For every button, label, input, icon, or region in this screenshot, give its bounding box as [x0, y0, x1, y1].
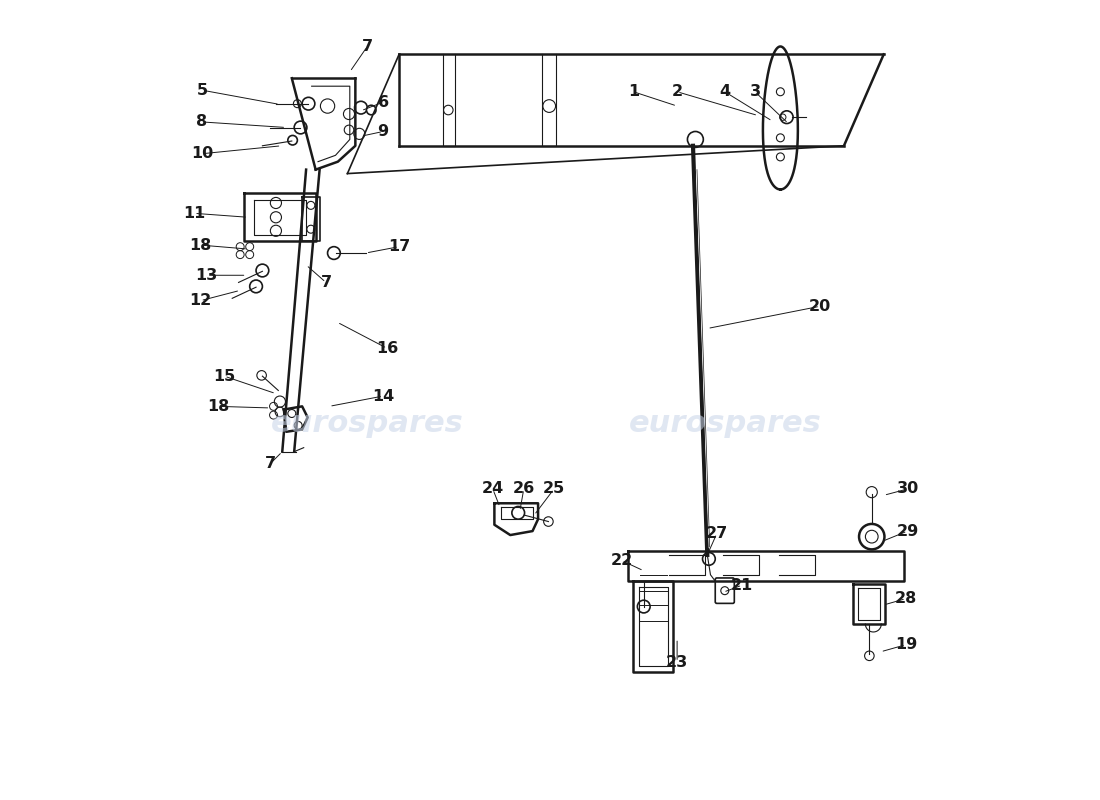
- Text: 23: 23: [666, 654, 689, 670]
- Text: 10: 10: [191, 146, 213, 162]
- Text: 11: 11: [183, 206, 206, 221]
- Text: 26: 26: [513, 482, 535, 497]
- Text: eurospares: eurospares: [628, 410, 822, 438]
- Text: 28: 28: [894, 591, 917, 606]
- Text: 9: 9: [377, 124, 388, 139]
- Text: 7: 7: [265, 456, 276, 471]
- Text: 16: 16: [376, 341, 398, 356]
- Circle shape: [250, 280, 263, 293]
- Text: eurospares: eurospares: [271, 410, 464, 438]
- Circle shape: [294, 121, 307, 134]
- Text: 15: 15: [213, 369, 235, 384]
- Text: 6: 6: [377, 94, 388, 110]
- Text: 7: 7: [320, 275, 331, 290]
- Circle shape: [688, 131, 703, 147]
- Circle shape: [703, 553, 715, 566]
- Circle shape: [859, 524, 884, 550]
- Circle shape: [328, 246, 340, 259]
- Text: 20: 20: [808, 298, 832, 314]
- Circle shape: [257, 370, 266, 380]
- Text: 8: 8: [197, 114, 208, 130]
- Text: 21: 21: [732, 578, 754, 593]
- Text: 24: 24: [482, 482, 504, 497]
- Text: 17: 17: [388, 239, 410, 254]
- Circle shape: [288, 135, 297, 145]
- Text: 18: 18: [189, 238, 211, 253]
- Circle shape: [543, 517, 553, 526]
- Text: 7: 7: [362, 39, 373, 54]
- Text: 19: 19: [894, 637, 917, 652]
- Text: 29: 29: [896, 523, 918, 538]
- Text: 2: 2: [671, 84, 683, 99]
- Text: 3: 3: [749, 84, 760, 99]
- Text: 30: 30: [896, 482, 918, 497]
- Circle shape: [780, 111, 793, 123]
- Text: 5: 5: [197, 82, 208, 98]
- Circle shape: [256, 264, 268, 277]
- Circle shape: [865, 651, 874, 661]
- Text: 14: 14: [372, 389, 394, 403]
- Circle shape: [512, 506, 525, 519]
- Circle shape: [354, 102, 367, 114]
- Text: 27: 27: [706, 526, 728, 541]
- Circle shape: [866, 486, 878, 498]
- Text: 13: 13: [196, 268, 218, 282]
- Circle shape: [302, 98, 315, 110]
- Text: 25: 25: [542, 482, 565, 497]
- Text: 12: 12: [189, 293, 211, 308]
- Text: 22: 22: [610, 553, 632, 568]
- Text: 4: 4: [719, 84, 730, 99]
- Text: 1: 1: [628, 84, 639, 99]
- Circle shape: [366, 106, 376, 114]
- Text: 18: 18: [207, 399, 229, 414]
